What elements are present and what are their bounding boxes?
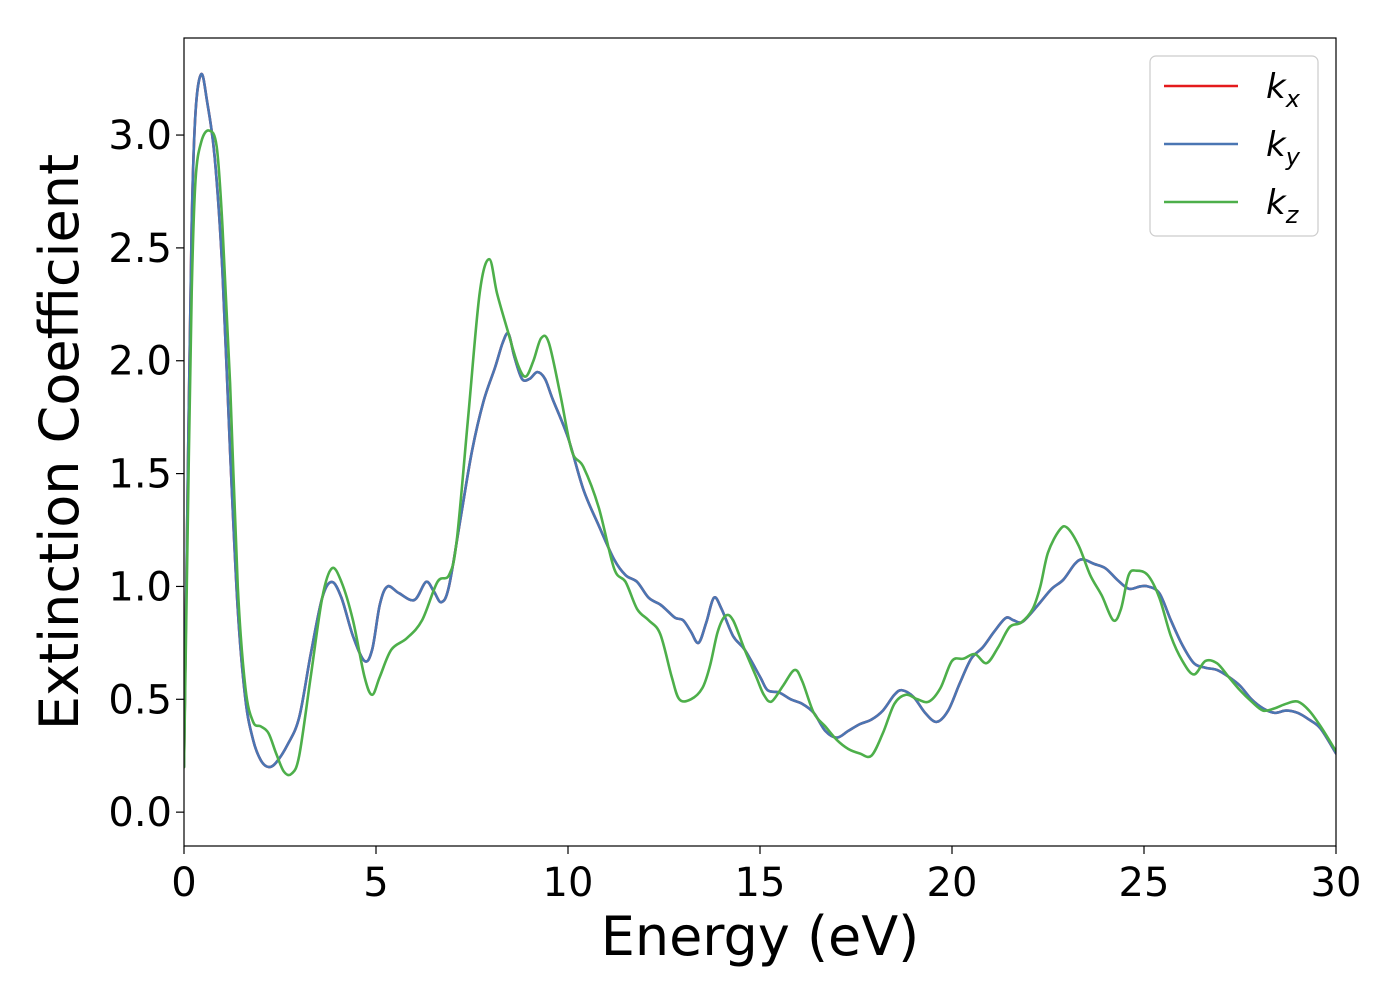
y-tick-label: 0.5: [108, 677, 172, 723]
y-tick-label: 3.0: [108, 113, 172, 159]
y-tick-label: 2.0: [108, 339, 172, 385]
x-tick-label: 30: [1311, 860, 1362, 906]
legend-label-x: kx: [1266, 67, 1301, 113]
series-line-y: [184, 72, 1336, 769]
x-tick-label: 20: [927, 860, 978, 906]
x-tick-label: 0: [171, 860, 196, 906]
legend: kx ky kz: [1149, 55, 1319, 237]
x-tick-label: 10: [543, 860, 594, 906]
y-tick-label: 1.5: [108, 452, 172, 498]
y-tick-label: 1.0: [108, 564, 172, 610]
x-tick-label: 15: [735, 860, 786, 906]
legend-label-z: kz: [1266, 183, 1300, 229]
y-axis: 0.0 0.5 1.0 1.5 2.0 2.5 3.0: [108, 113, 184, 836]
y-tick-label: 2.5: [108, 226, 172, 272]
x-tick-label: 25: [1119, 860, 1170, 906]
y-tick-label: 0.0: [108, 790, 172, 836]
legend-label-y: ky: [1266, 125, 1301, 171]
x-tick-label: 5: [363, 860, 388, 906]
series-layer: [184, 72, 1336, 777]
x-axis-title: Energy (eV): [601, 905, 920, 968]
y-axis-title: Extinction Coefficient: [28, 154, 91, 730]
series-line-z: [184, 129, 1336, 777]
x-axis: 0 5 10 15 20 25 30: [171, 846, 1361, 906]
legend-box: [1149, 55, 1319, 237]
